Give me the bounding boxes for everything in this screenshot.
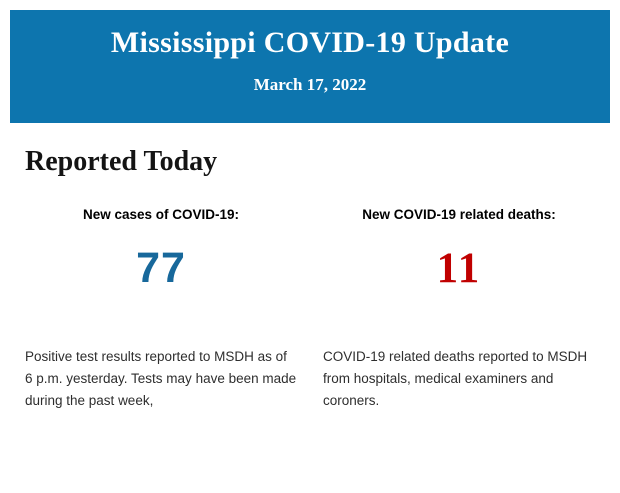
header-banner: Mississippi COVID-19 Update March 17, 20… [10, 10, 610, 123]
new-cases-description: Positive test results reported to MSDH a… [25, 349, 297, 408]
stats-row: New cases of COVID-19: 77 Positive test … [25, 206, 595, 412]
new-deaths-description: COVID-19 related deaths reported to MSDH… [323, 349, 588, 408]
page: Mississippi COVID-19 Update March 17, 20… [0, 10, 620, 493]
stat-card-new-deaths: New COVID-19 related deaths: 11 COVID-19… [323, 206, 595, 412]
new-deaths-label: New COVID-19 related deaths: [362, 207, 556, 222]
new-deaths-value: 11 [436, 245, 482, 292]
report-date: March 17, 2022 [253, 75, 367, 94]
new-cases-label: New cases of COVID-19: [82, 207, 240, 222]
section-title-reported-today: Reported Today [25, 146, 218, 177]
page-title: Mississippi COVID-19 Update [110, 26, 510, 59]
new-cases-value: 77 [136, 244, 186, 292]
stat-card-new-cases: New cases of COVID-19: 77 Positive test … [25, 206, 297, 412]
